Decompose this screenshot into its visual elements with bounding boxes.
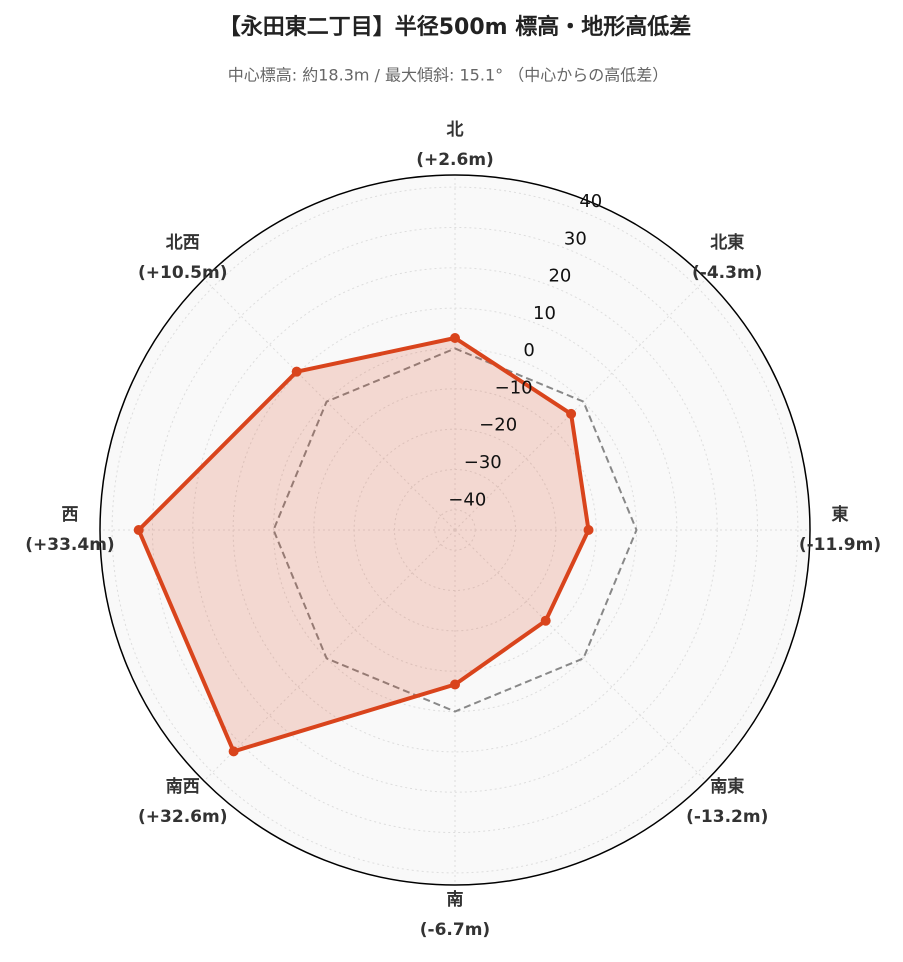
grid-circle (111, 186, 799, 874)
category-label: 南西 (166, 776, 200, 797)
r-tick-label: 20 (548, 266, 571, 287)
spoke (203, 278, 456, 531)
marker (583, 525, 594, 535)
marker (228, 746, 239, 757)
value-label: (+2.6m) (416, 150, 494, 170)
grid-circle (151, 226, 759, 834)
r-tick-label: −30 (464, 452, 502, 473)
value-label: (-6.7m) (420, 920, 490, 940)
r-tick-label: 10 (533, 303, 556, 324)
value-label: (+32.6m) (138, 807, 227, 827)
grid-circle (232, 307, 678, 753)
spoke (203, 529, 456, 782)
r-tick-label: −40 (448, 489, 486, 510)
spoke (454, 529, 707, 782)
r-tick-label: 30 (564, 228, 587, 249)
r-tick-label: −20 (479, 415, 517, 436)
marker (291, 366, 302, 377)
marker (450, 679, 460, 690)
r-tick-label: 40 (579, 191, 602, 212)
category-label: 北西 (166, 233, 200, 253)
marker (133, 525, 144, 535)
marker (540, 615, 551, 626)
value-label: (-11.9m) (799, 535, 881, 555)
r-tick-label: 0 (523, 340, 534, 361)
grid-circle (393, 468, 517, 592)
category-label: 東 (832, 504, 849, 525)
r-tick-label: −10 (495, 377, 533, 398)
outer-circle (99, 174, 811, 886)
chart-title: 【永田東二丁目】半径500m 標高・地形高低差 (219, 14, 692, 40)
value-label: (-13.2m) (686, 807, 768, 827)
category-label: 北 (447, 120, 464, 140)
marker (566, 408, 577, 419)
area (138, 338, 589, 752)
category-label: 北東 (710, 232, 744, 253)
grid-circle (353, 428, 557, 632)
reference-line (272, 347, 638, 713)
value-label: (-4.3m) (692, 263, 762, 283)
category-label: 南東 (710, 776, 744, 797)
value-label: (+33.4m) (25, 535, 114, 555)
grid-circle (434, 509, 476, 551)
grid-circle (192, 267, 718, 793)
chart-subtitle: 中心標高: 約18.3m / 最大傾斜: 15.1° （中心からの高低差） (228, 66, 668, 85)
grid-circle (313, 388, 597, 672)
marker (450, 332, 460, 343)
category-label: 南 (447, 889, 464, 910)
spoke (454, 278, 707, 531)
category-label: 西 (62, 505, 79, 525)
value-label: (+10.5m) (138, 263, 227, 283)
